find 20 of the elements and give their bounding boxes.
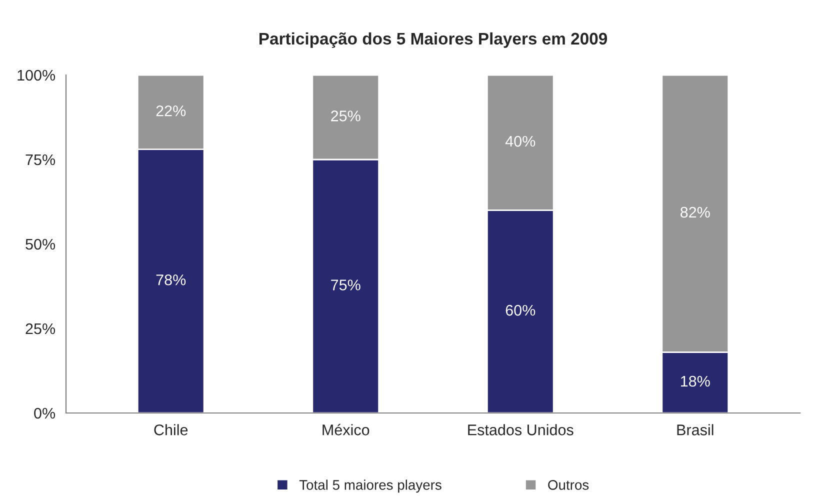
- x-tick-label: Chile: [154, 424, 188, 436]
- y-tick-label: 75%: [26, 154, 56, 166]
- y-tick-label: 50%: [26, 238, 56, 250]
- y-tick-label: 25%: [26, 323, 56, 334]
- y-tick-label: 100%: [18, 70, 56, 81]
- legend-label: Total 5 maiores players: [299, 480, 442, 493]
- data-label: 82%: [680, 206, 710, 218]
- x-tick-label: Brasil: [677, 424, 714, 436]
- legend-label: Outros: [548, 480, 589, 490]
- data-label: 22%: [156, 105, 186, 116]
- data-label: 60%: [506, 304, 536, 316]
- data-label: 25%: [331, 110, 360, 122]
- x-tick-label: Estados Unidos: [468, 424, 574, 436]
- chart-title: Participação dos 5 Maiores Players em 2009: [259, 32, 608, 48]
- data-label: 40%: [505, 136, 536, 147]
- data-label: 18%: [681, 376, 710, 387]
- data-label: 75%: [331, 280, 360, 290]
- x-tick-label: México: [322, 424, 370, 436]
- y-tick-label: 0%: [34, 408, 56, 419]
- data-label: 78%: [156, 274, 186, 286]
